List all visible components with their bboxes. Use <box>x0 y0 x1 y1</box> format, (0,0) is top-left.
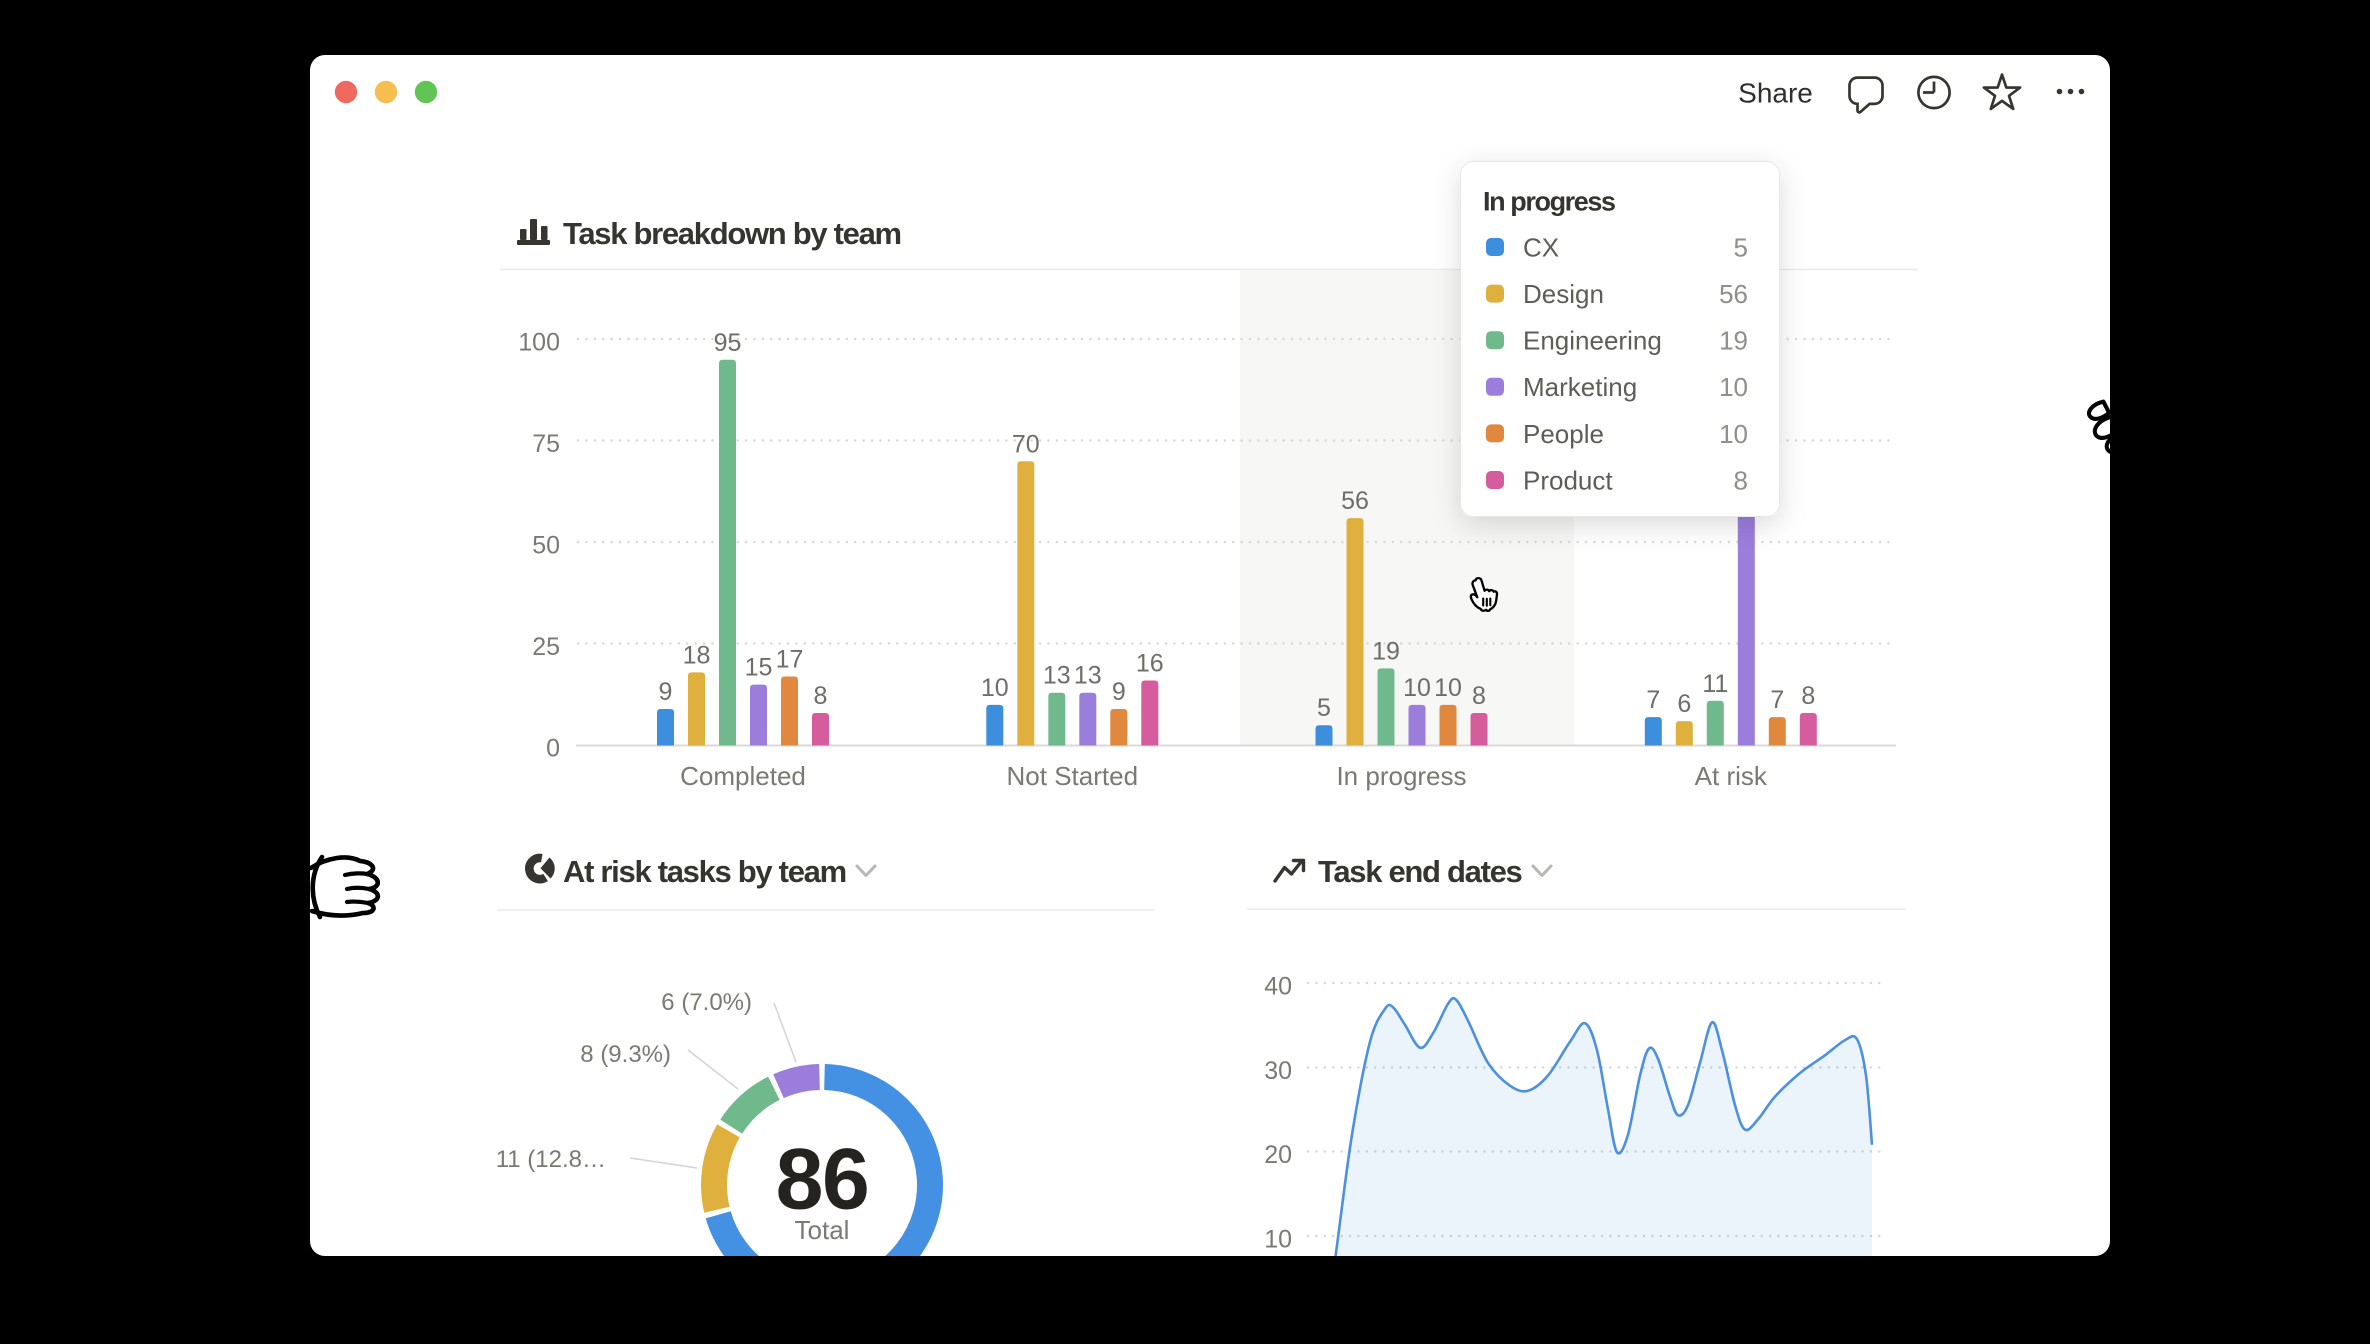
svg-text:19: 19 <box>1719 326 1748 356</box>
svg-text:50: 50 <box>532 532 560 560</box>
svg-text:19: 19 <box>1372 637 1400 665</box>
svg-text:75: 75 <box>532 430 560 458</box>
svg-text:8: 8 <box>1472 682 1486 710</box>
svg-text:13: 13 <box>1074 662 1102 690</box>
svg-text:11 (12.8…: 11 (12.8… <box>496 1146 606 1173</box>
svg-text:6: 6 <box>1677 690 1691 718</box>
svg-text:70: 70 <box>1012 430 1040 458</box>
svg-text:8: 8 <box>1734 465 1748 495</box>
svg-text:Engineering: Engineering <box>1523 326 1662 356</box>
svg-text:10: 10 <box>1434 674 1462 702</box>
svg-text:10: 10 <box>1719 419 1748 449</box>
svg-text:7: 7 <box>1770 686 1784 714</box>
svg-text:8: 8 <box>1801 682 1815 710</box>
svg-text:5: 5 <box>1317 694 1331 722</box>
svg-text:9: 9 <box>659 678 673 706</box>
svg-text:17: 17 <box>776 646 804 674</box>
svg-text:10: 10 <box>981 674 1009 702</box>
svg-text:People: People <box>1523 419 1604 449</box>
svg-text:30: 30 <box>1264 1057 1292 1085</box>
svg-text:Not Started: Not Started <box>1007 761 1139 791</box>
svg-text:CX: CX <box>1523 232 1559 262</box>
svg-text:40: 40 <box>1264 973 1292 1001</box>
svg-text:At risk tasks by team: At risk tasks by team <box>563 854 846 889</box>
svg-text:10: 10 <box>1264 1226 1292 1254</box>
svg-text:Total: Total <box>795 1215 850 1245</box>
svg-text:In progress: In progress <box>1336 761 1466 791</box>
svg-text:9: 9 <box>1112 678 1126 706</box>
svg-text:Completed: Completed <box>680 761 806 791</box>
svg-text:86: 86 <box>776 1132 869 1228</box>
svg-text:95: 95 <box>714 329 742 357</box>
svg-text:At risk: At risk <box>1695 761 1768 791</box>
svg-text:20: 20 <box>1264 1141 1292 1169</box>
svg-text:56: 56 <box>1341 487 1369 515</box>
svg-text:56: 56 <box>1719 279 1748 309</box>
svg-text:100: 100 <box>518 329 560 357</box>
svg-text:10: 10 <box>1719 372 1748 402</box>
svg-text:Product: Product <box>1523 465 1613 495</box>
svg-text:16: 16 <box>1136 650 1164 678</box>
svg-text:6 (7.0%): 6 (7.0%) <box>661 989 752 1016</box>
svg-text:13: 13 <box>1043 662 1071 690</box>
svg-text:8: 8 <box>814 682 828 710</box>
svg-text:Marketing: Marketing <box>1523 372 1637 402</box>
svg-text:0: 0 <box>546 735 560 763</box>
svg-text:Share: Share <box>1738 77 1813 108</box>
svg-text:Task breakdown by team: Task breakdown by team <box>563 216 901 251</box>
svg-text:10: 10 <box>1403 674 1431 702</box>
svg-text:Design: Design <box>1523 279 1604 309</box>
svg-text:8 (9.3%): 8 (9.3%) <box>580 1041 671 1068</box>
svg-text:In progress: In progress <box>1483 187 1615 217</box>
svg-text:25: 25 <box>532 633 560 661</box>
svg-text:7: 7 <box>1646 686 1660 714</box>
svg-text:Task end dates: Task end dates <box>1318 854 1522 889</box>
svg-text:5: 5 <box>1734 232 1748 262</box>
svg-text:18: 18 <box>683 641 711 669</box>
svg-text:15: 15 <box>745 654 773 682</box>
svg-text:11: 11 <box>1702 670 1728 698</box>
